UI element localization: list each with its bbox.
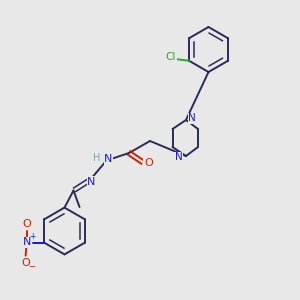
Text: +: +	[30, 232, 36, 241]
Text: N: N	[87, 177, 95, 187]
Text: O: O	[21, 258, 30, 268]
Text: N: N	[104, 154, 112, 164]
Text: N: N	[22, 237, 31, 247]
Text: −: −	[28, 262, 35, 272]
Text: O: O	[22, 219, 31, 229]
Text: O: O	[144, 158, 153, 169]
Text: H: H	[93, 153, 100, 163]
Text: Cl: Cl	[166, 52, 176, 62]
Text: N: N	[175, 152, 182, 162]
Text: N: N	[188, 113, 196, 123]
